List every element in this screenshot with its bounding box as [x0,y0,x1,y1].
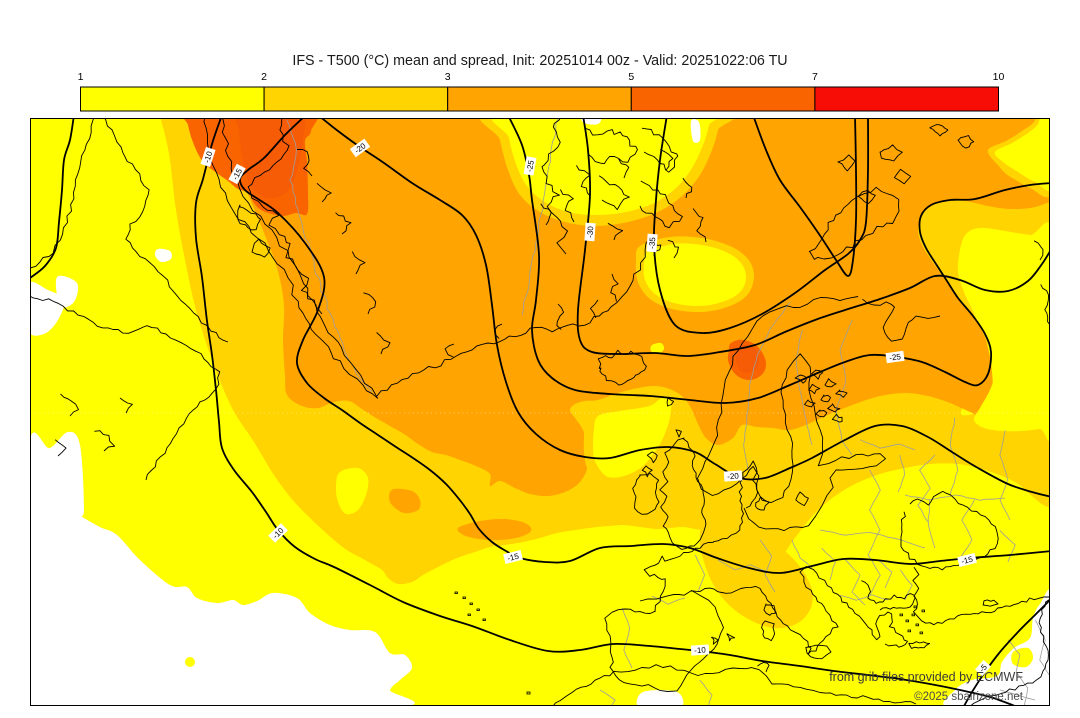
svg-text:IFS - T500 (°C) mean and sprea: IFS - T500 (°C) mean and spread, Init: 2… [292,53,787,69]
svg-text:-5: -5 [978,662,990,674]
svg-text:-10: -10 [694,645,707,655]
svg-text:-25: -25 [525,159,536,172]
svg-text:1: 1 [78,71,84,83]
svg-text:10: 10 [993,71,1005,83]
svg-text:-35: -35 [648,236,658,249]
svg-text:-15: -15 [960,554,974,566]
svg-text:-10: -10 [202,150,214,164]
svg-text:2: 2 [261,71,267,83]
svg-text:-25: -25 [889,352,902,363]
svg-text:from grib files provided by EC: from grib files provided by ECMWF [829,670,1023,684]
svg-text:-15: -15 [506,551,520,563]
svg-text:-30: -30 [586,225,596,238]
svg-text:5: 5 [628,71,634,83]
svg-text:7: 7 [812,71,818,83]
svg-text:-20: -20 [727,471,740,481]
svg-text:©2025 sbairizone.net: ©2025 sbairizone.net [914,691,1024,703]
svg-text:3: 3 [445,71,451,83]
